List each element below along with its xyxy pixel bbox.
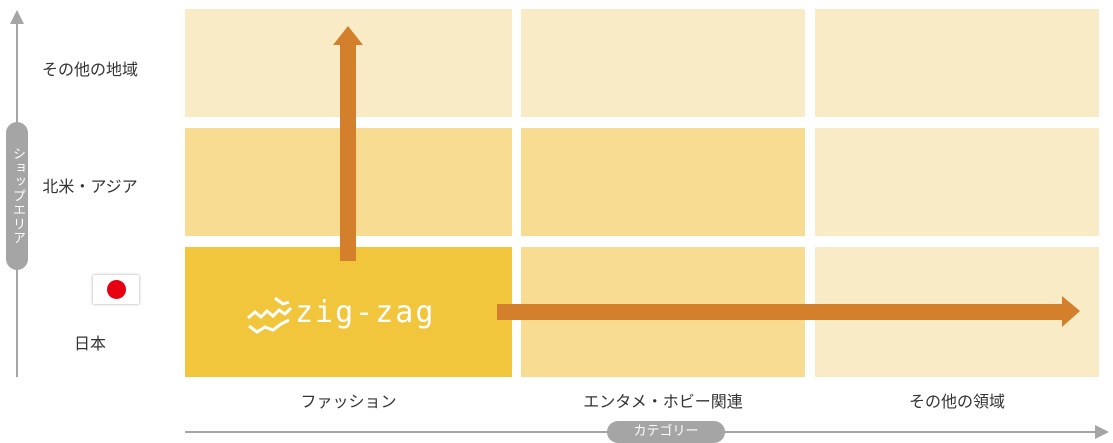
cell-other-region-other: [815, 9, 1099, 117]
logo-text: zig-zag: [295, 295, 436, 330]
zigzag-logo-icon: [247, 296, 293, 334]
y-axis-arrowhead: [10, 10, 24, 24]
column-label-fashion: ファッション: [300, 392, 397, 411]
up-arrow-head: [333, 26, 363, 45]
cell-na-asia-entertainment: [521, 128, 805, 236]
cell-other-region-entertainment: [521, 9, 805, 117]
y-axis-label: ショップエリア: [6, 122, 28, 270]
japan-flag-icon: [93, 275, 139, 304]
japan-flag-disc: [107, 280, 126, 299]
zig-zag-logo: zig-zag: [245, 292, 445, 336]
row-label-japan: 日本: [73, 334, 106, 353]
column-label-other: その他の領域: [908, 392, 1005, 411]
cell-japan-fashion: [185, 247, 512, 377]
cell-na-asia-other: [815, 128, 1099, 236]
x-axis-arrowhead: [1095, 425, 1109, 439]
right-arrow-shaft: [497, 304, 1063, 320]
column-label-entertainment: エンタメ・ホビー関連: [583, 392, 743, 411]
up-arrow-shaft: [340, 44, 356, 261]
row-label-other-region: その他の地域: [41, 60, 138, 79]
right-arrow-head: [1062, 296, 1080, 327]
row-label-na-asia: 北米・アジア: [42, 177, 138, 196]
x-axis-label: カテゴリー: [607, 421, 725, 443]
